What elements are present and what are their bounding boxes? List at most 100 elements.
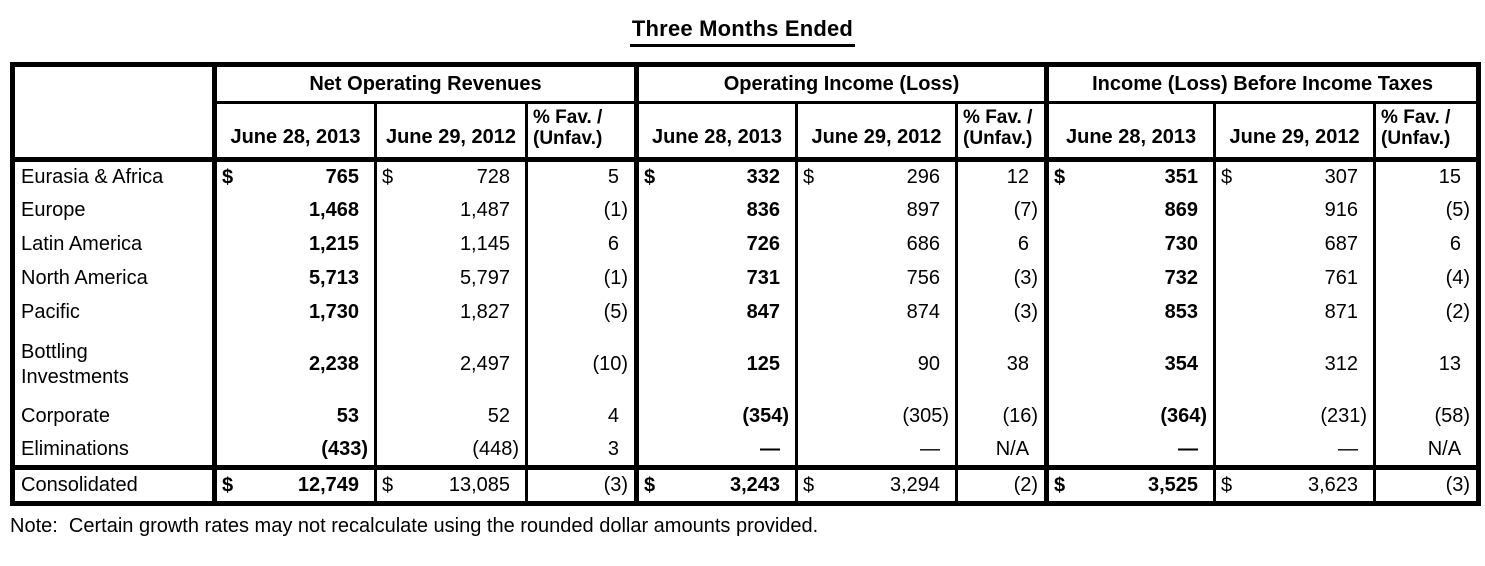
cell-operating-income-loss-pct: 12 bbox=[955, 159, 1047, 194]
cell-net-operating-revenues-pct: 5 bbox=[524, 159, 637, 194]
cell-net-operating-revenues-pct: 6 bbox=[524, 227, 637, 262]
currency-symbol: $ bbox=[222, 474, 234, 496]
cell-income-loss-before-income-taxes-pct: (4) bbox=[1373, 261, 1479, 296]
cell-net-operating-revenues-pct: (5) bbox=[524, 295, 637, 330]
cell-value: (10) bbox=[592, 353, 629, 375]
cell-value: 351 bbox=[1164, 166, 1199, 189]
cell-operating-income-loss-pct: 6 bbox=[955, 227, 1047, 262]
cell-operating-income-loss-y2012: 686 bbox=[795, 227, 957, 262]
cell-net-operating-revenues-pct: 4 bbox=[524, 399, 637, 434]
row-label: Pacific bbox=[21, 301, 80, 323]
cell-value: 765 bbox=[325, 166, 359, 189]
cell-value: — bbox=[1338, 437, 1359, 460]
cell-value: 732 bbox=[1164, 267, 1199, 289]
cell-value: (3) bbox=[1013, 301, 1039, 323]
footnote: Note: Certain growth rates may not recal… bbox=[10, 515, 819, 537]
cell-operating-income-loss-pct: (2) bbox=[955, 465, 1047, 504]
cell-value: 3,294 bbox=[889, 474, 941, 496]
cell-income-loss-before-income-taxes-pct: (2) bbox=[1373, 295, 1479, 330]
table-row: Eurasia & Africa $765 $728 5 $332 $296 12 $351 $… bbox=[13, 159, 1479, 194]
group-header-income-loss-before-income-taxes: Income (Loss) Before Income Taxes bbox=[1044, 64, 1479, 104]
currency-symbol: $ bbox=[1221, 474, 1233, 496]
cell-value: N/A bbox=[995, 437, 1030, 460]
cell-income-loss-before-income-taxes-pct: (58) bbox=[1373, 399, 1479, 434]
cell-income-loss-before-income-taxes-pct: 15 bbox=[1373, 159, 1479, 194]
cell-value: (2) bbox=[1013, 474, 1039, 496]
cell-net-operating-revenues-y2013: 1,730 bbox=[212, 295, 376, 330]
cell-value: 2,238 bbox=[308, 353, 359, 375]
cell-value: 761 bbox=[1324, 267, 1359, 289]
cell-net-operating-revenues-pct: 3 bbox=[524, 433, 637, 468]
currency-symbol: $ bbox=[803, 474, 815, 496]
table-row: Latin America 1,215 1,145 6 726 686 6 730 687 6 bbox=[13, 227, 1479, 262]
cell-value: 687 bbox=[1324, 233, 1359, 255]
cell-value: 836 bbox=[746, 199, 781, 221]
cell-value: 731 bbox=[746, 267, 781, 289]
cell-operating-income-loss-y2013: 847 bbox=[634, 295, 797, 330]
cell-value: 1,215 bbox=[308, 233, 359, 255]
cell-value: 726 bbox=[746, 233, 781, 255]
cell-net-operating-revenues-y2013: 5,713 bbox=[212, 261, 376, 296]
colheader-2012-net-operating-revenues: June 29, 2012 bbox=[374, 102, 527, 162]
table-row: Pacific 1,730 1,827 (5) 847 874 (3) 853 871 (2) bbox=[13, 295, 1479, 330]
cell-income-loss-before-income-taxes-pct: (3) bbox=[1373, 465, 1479, 504]
cell-value: (7) bbox=[1013, 199, 1039, 221]
cell-value: (433) bbox=[321, 437, 368, 460]
currency-symbol: $ bbox=[382, 166, 394, 189]
cell-income-loss-before-income-taxes-pct: N/A bbox=[1373, 433, 1479, 468]
cell-operating-income-loss-y2012: 874 bbox=[795, 295, 957, 330]
cell-value: 354 bbox=[1164, 353, 1199, 375]
cell-value: 38 bbox=[1006, 353, 1030, 375]
cell-net-operating-revenues-y2012: $728 bbox=[374, 159, 527, 194]
row-label: Eurasia & Africa bbox=[21, 166, 164, 189]
cell-net-operating-revenues-pct: (3) bbox=[524, 465, 637, 504]
cell-value: 5 bbox=[607, 166, 620, 189]
cell-value: 1,827 bbox=[459, 301, 510, 323]
cell-value: 90 bbox=[917, 353, 941, 375]
cell-value: 730 bbox=[1164, 233, 1199, 255]
cell-net-operating-revenues-pct: (1) bbox=[524, 261, 637, 296]
cell-value: — bbox=[1178, 437, 1199, 460]
cell-income-loss-before-income-taxes-y2012: $307 bbox=[1213, 159, 1375, 194]
table-row: Bottling Investments 2,238 2,497 (10) 125 90 3… bbox=[13, 329, 1479, 400]
cell-value: 916 bbox=[1324, 199, 1359, 221]
cell-value: 897 bbox=[906, 199, 941, 221]
cell-value: — bbox=[920, 437, 941, 460]
cell-value: 332 bbox=[746, 166, 781, 189]
currency-symbol: $ bbox=[803, 166, 815, 189]
cell-operating-income-loss-y2012: (305) bbox=[795, 399, 957, 434]
cell-value: 125 bbox=[746, 353, 781, 375]
cell-value: 728 bbox=[476, 166, 510, 189]
cell-net-operating-revenues-y2012: 5,797 bbox=[374, 261, 527, 296]
cell-operating-income-loss-y2012: $296 bbox=[795, 159, 957, 194]
cell-value: 686 bbox=[906, 233, 941, 255]
currency-symbol: $ bbox=[644, 474, 656, 496]
cell-income-loss-before-income-taxes-pct: 6 bbox=[1373, 227, 1479, 262]
cell-value: 1,730 bbox=[308, 301, 359, 323]
cell-value: (16) bbox=[1002, 405, 1039, 427]
cell-net-operating-revenues-y2013: $765 bbox=[212, 159, 376, 194]
cell-operating-income-loss-pct: N/A bbox=[955, 433, 1047, 468]
colheader-2013-income-loss-before-income-taxes: June 28, 2013 bbox=[1044, 102, 1215, 162]
cell-net-operating-revenues-y2013: (433) bbox=[212, 433, 376, 468]
cell-income-loss-before-income-taxes-y2012: 871 bbox=[1213, 295, 1375, 330]
page-title-row: Three Months Ended bbox=[0, 16, 1485, 50]
cell-income-loss-before-income-taxes-y2012: (231) bbox=[1213, 399, 1375, 434]
cell-income-loss-before-income-taxes-y2012: 687 bbox=[1213, 227, 1375, 262]
row-label: Eliminations bbox=[21, 437, 129, 460]
page-title: Three Months Ended bbox=[629, 16, 856, 47]
cell-value: 52 bbox=[487, 405, 510, 427]
cell-income-loss-before-income-taxes-pct: (5) bbox=[1373, 193, 1479, 228]
colheader-2012-operating-income-loss: June 29, 2012 bbox=[795, 102, 957, 162]
cell-operating-income-loss-y2013: (354) bbox=[634, 399, 797, 434]
cell-operating-income-loss-y2012: $3,294 bbox=[795, 465, 957, 504]
cell-value: (5) bbox=[1445, 199, 1471, 221]
currency-symbol: $ bbox=[1221, 166, 1233, 189]
cell-value: (3) bbox=[1013, 267, 1039, 289]
cell-net-operating-revenues-y2012: 1,145 bbox=[374, 227, 527, 262]
cell-value: 874 bbox=[906, 301, 941, 323]
cell-operating-income-loss-y2013: 836 bbox=[634, 193, 797, 228]
cell-income-loss-before-income-taxes-y2013: 853 bbox=[1044, 295, 1215, 330]
cell-value: (3) bbox=[603, 474, 629, 496]
cell-value: 3,623 bbox=[1307, 474, 1359, 496]
